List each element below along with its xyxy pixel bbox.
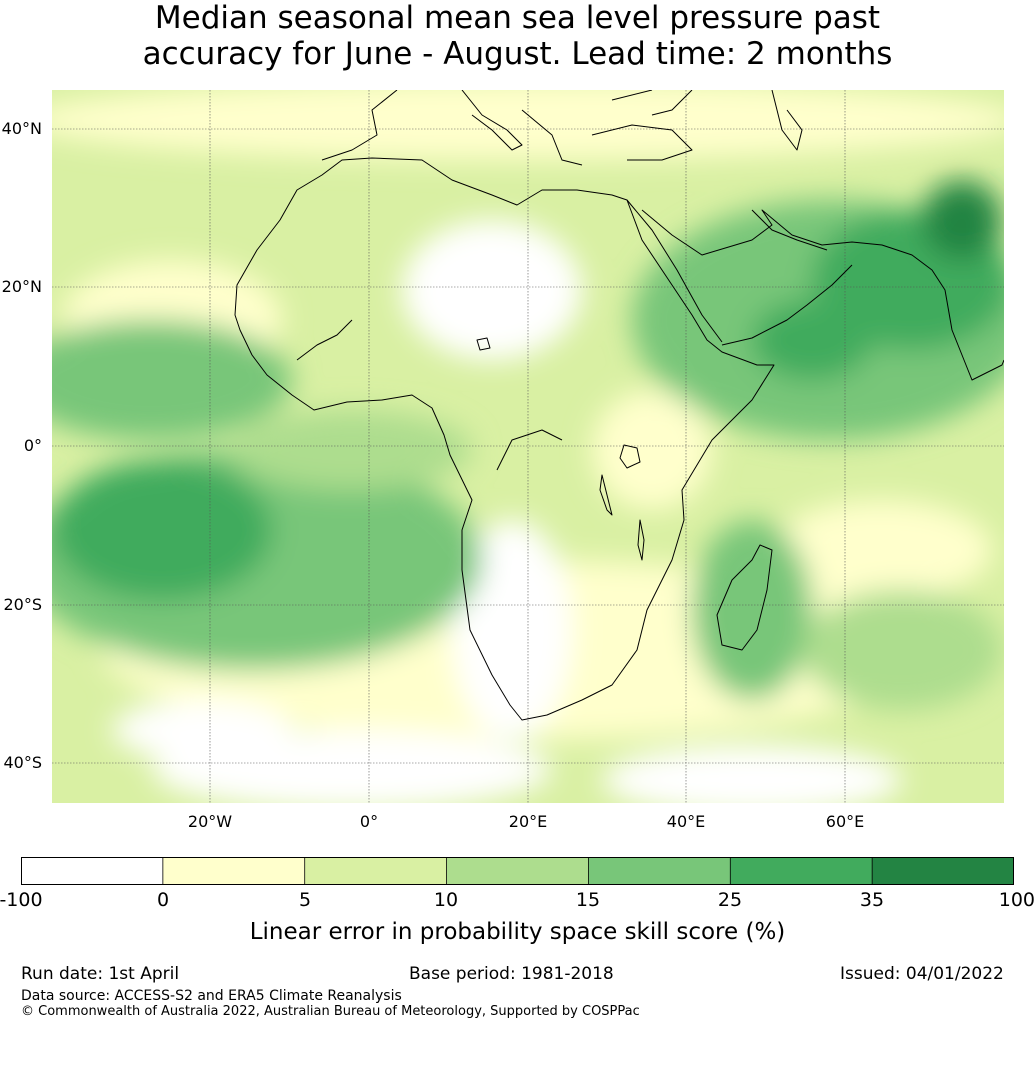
red-sea-coastline: [626, 199, 723, 343]
arabian-peninsula-south: [721, 264, 853, 346]
gulf-coastline: [751, 209, 828, 251]
colorbar-cell: [446, 857, 590, 885]
run-date: Run date: 1st April: [21, 964, 180, 984]
lon-label-60e: 60°E: [825, 812, 865, 831]
skill-region-dark-green: [52, 460, 272, 600]
africa-coastline: [234, 157, 775, 721]
turkey-coastline: [591, 124, 693, 161]
skill-region-yellow: [772, 500, 992, 600]
chart-title-line-2: accuracy for June - August. Lead time: 2…: [142, 36, 893, 72]
madagascar-coastline: [716, 544, 773, 651]
lake-tanganyika: [599, 474, 613, 516]
balkans-coastline: [521, 109, 583, 166]
colorbar-tick: -100: [0, 889, 43, 911]
skill-region-white: [402, 220, 582, 360]
skill-region-white: [452, 520, 572, 740]
issued-date: Issued: 04/01/2022: [840, 964, 1004, 984]
colorbar-tick: 35: [859, 889, 885, 911]
skill-region-green: [802, 590, 1002, 710]
colorbar-tick: 5: [298, 889, 312, 911]
lon-label-20w: 20°W: [187, 812, 233, 831]
congo-river: [496, 429, 563, 471]
base-period: Base period: 1981-2018: [409, 964, 614, 984]
caspian-coastline: [771, 90, 803, 151]
copyright: © Commonwealth of Australia 2022, Austra…: [21, 1004, 640, 1019]
lat-label-40n: 40°N: [1, 119, 42, 138]
skill-region-white: [112, 700, 292, 760]
lat-label-equator: 0°: [23, 436, 42, 455]
black-sea-coastline: [611, 90, 693, 116]
data-source: Data source: ACCESS-S2 and ERA5 Climate …: [21, 988, 402, 1004]
skill-region-yellow: [592, 390, 712, 510]
colorbar-tick: 100: [998, 889, 1035, 911]
chart-title: Median seasonal mean sea level pressure …: [0, 0, 1035, 72]
colorbar-tick: 0: [156, 889, 170, 911]
colorbar-cell: [871, 857, 1014, 885]
skill-region-white: [602, 745, 902, 803]
lat-label-40s: 40°S: [3, 753, 42, 772]
colorbar-cell: [21, 857, 164, 885]
skill-score-map: [52, 90, 1004, 803]
skill-region-darkest-green: [922, 180, 1002, 260]
skill-region-green: [692, 520, 812, 700]
lon-label-20e: 20°E: [508, 812, 548, 831]
colorbar-label: Linear error in probability space skill …: [249, 919, 786, 945]
europe-coastline: [321, 90, 398, 161]
lon-label-40e: 40°E: [666, 812, 706, 831]
lake-chad: [476, 337, 491, 351]
gridlines: [52, 90, 1004, 803]
skill-region-green: [52, 320, 292, 440]
colorbar-cell: [729, 857, 874, 885]
colorbar-cell: [588, 857, 732, 885]
colorbar-cell: [162, 857, 306, 885]
lat-label-20s: 20°S: [3, 595, 42, 614]
italy-coastline: [461, 90, 523, 151]
lon-label-0: 0°: [359, 812, 379, 831]
arabia-coastline: [641, 209, 1004, 381]
chart-title-line-1: Median seasonal mean sea level pressure …: [154, 0, 881, 36]
niger-river: [296, 319, 353, 361]
lake-victoria: [619, 444, 641, 469]
colorbar: [21, 857, 1014, 885]
skill-region-yellow: [52, 90, 1004, 160]
lake-malawi: [637, 519, 645, 561]
colorbar-tick: 25: [717, 889, 743, 911]
skill-region-dark-green: [752, 300, 872, 380]
colorbar-tick: 10: [433, 889, 459, 911]
lat-label-20n: 20°N: [1, 277, 42, 296]
skill-region-green: [232, 410, 472, 490]
colorbar-tick: 15: [575, 889, 601, 911]
colorbar-cell: [304, 857, 448, 885]
coastlines: [234, 90, 1004, 721]
